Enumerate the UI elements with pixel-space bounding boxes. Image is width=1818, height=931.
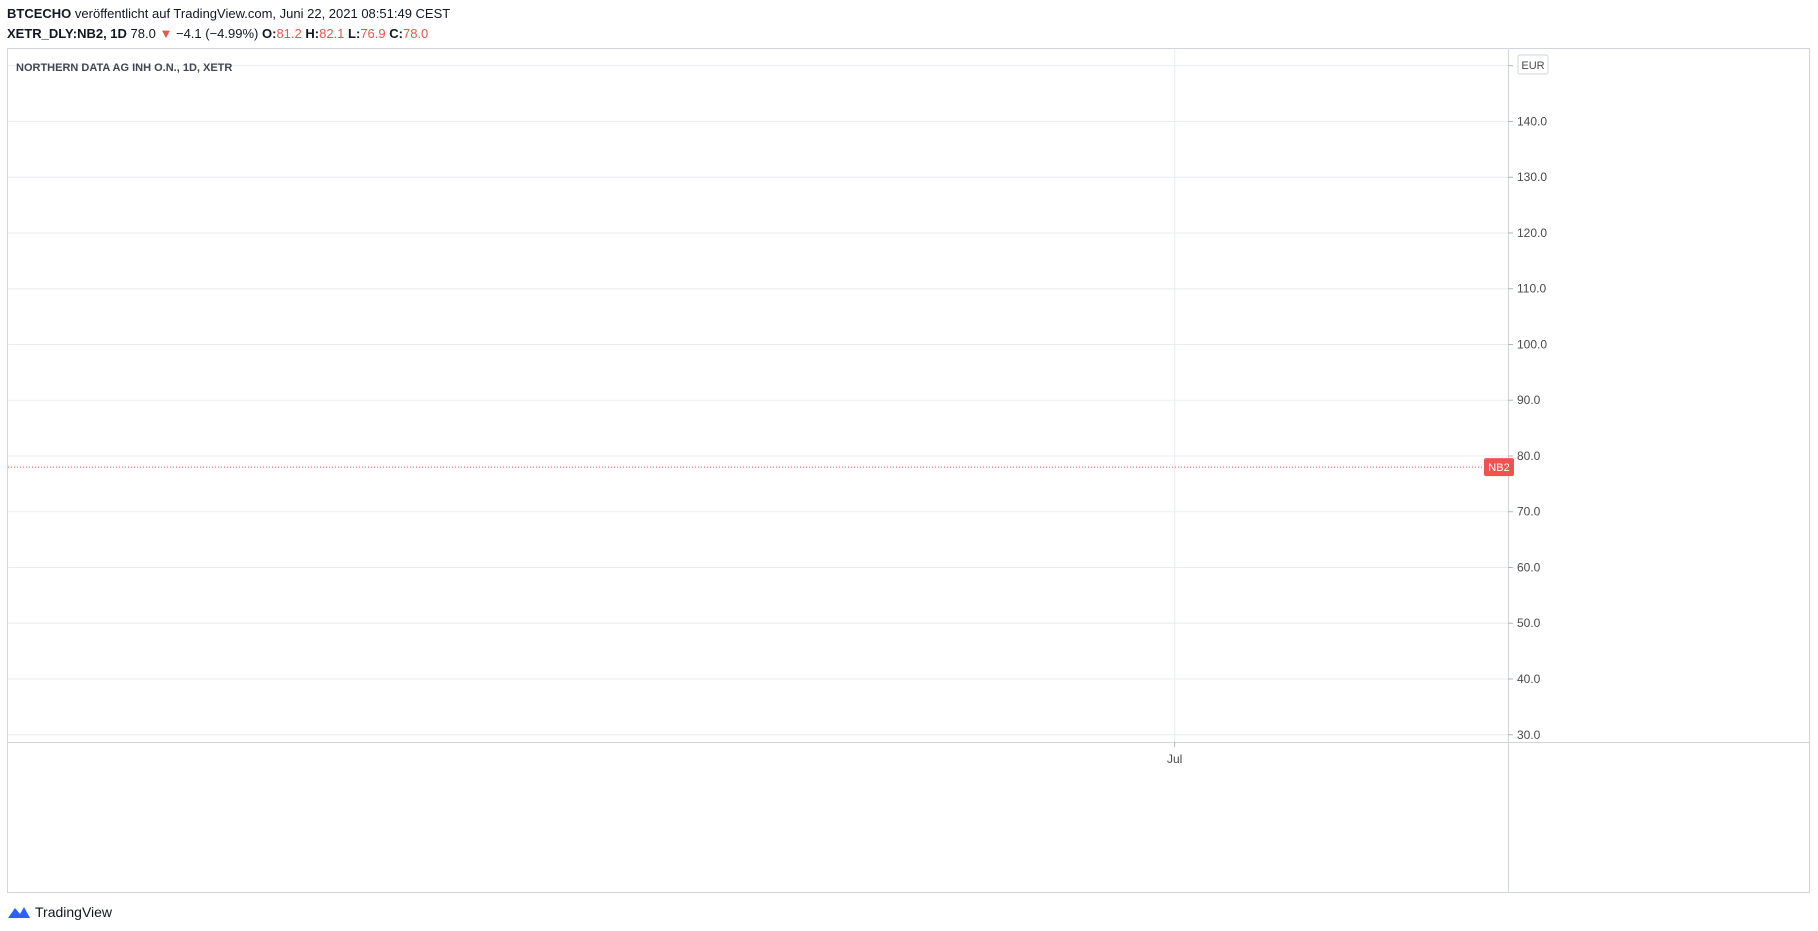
open-label: O:	[262, 26, 277, 41]
tradingview-brand: TradingView	[35, 904, 113, 920]
close-value: 78.0	[402, 26, 429, 41]
price-tick-label: 100.0	[1517, 337, 1547, 351]
price-tick-label: 140.0	[1517, 114, 1547, 128]
price-badge: NB2	[1484, 458, 1514, 477]
price-tick-label: 50.0	[1517, 616, 1541, 630]
price-chart[interactable]: NORTHERN DATA AG INH O.N., 1D, XETR 30.0…	[8, 49, 1809, 892]
currency-label: EUR	[1521, 60, 1544, 72]
last-price: 78.0	[130, 26, 156, 41]
price-axis[interactable]: 30.0 40.0 50.0 60.0 70.0 80.0 90.0 100.0 110.0 12…	[1508, 59, 1547, 742]
low-value: 76.9	[360, 26, 386, 41]
price-badge-box	[1484, 458, 1514, 477]
low-label: L:	[348, 26, 361, 41]
change-value: −4.1 (−4.99%)	[175, 26, 259, 41]
chart-title: NORTHERN DATA AG INH O.N., 1D, XETR	[16, 62, 232, 74]
price-tick-label: 90.0	[1517, 393, 1541, 407]
published-text: veröffentlicht auf TradingView.com, Juni…	[74, 6, 451, 21]
price-badge-label: NB2	[1488, 462, 1509, 474]
price-tick-label: 60.0	[1517, 560, 1541, 574]
price-tick-label: 70.0	[1517, 505, 1541, 519]
tradingview-logo-icon	[8, 907, 30, 918]
time-tick-label: Jul	[1167, 752, 1182, 766]
symbol-line: XETR_DLY:NB2, 1D	[7, 26, 127, 41]
time-axis[interactable]: JulAugSepOktNovDez2021FebMrzAprMaiJunJul	[8, 742, 1182, 766]
close-label: C:	[389, 26, 403, 41]
ohlc-legend: XETR_DLY:NB2, 1D 78.0 ▼ −4.1 (−4.99%) O:…	[7, 26, 428, 41]
open-value: 81.2	[276, 26, 302, 41]
price-tick-label: 120.0	[1517, 226, 1547, 240]
price-tick-label: 80.0	[1517, 449, 1541, 463]
high-label: H:	[305, 26, 320, 41]
price-tick-label: 30.0	[1517, 728, 1541, 742]
chart-frame[interactable]: NORTHERN DATA AG INH O.N., 1D, XETR 30.0…	[7, 48, 1810, 893]
high-value: 82.1	[319, 26, 345, 41]
publisher-name: BTCECHO	[7, 6, 72, 21]
currency-box[interactable]: EUR	[1517, 54, 1549, 75]
price-tick-label: 110.0	[1517, 282, 1546, 296]
price-tick-label: 130.0	[1517, 170, 1547, 184]
currency-box-frame	[1517, 54, 1549, 75]
tradingview-footer[interactable]: TradingView	[7, 900, 112, 924]
grid-lines	[8, 49, 1508, 742]
publish-info: BTCECHO veröffentlicht auf TradingView.c…	[7, 6, 450, 21]
down-arrow-icon: ▼	[159, 26, 173, 41]
price-tick-label: 40.0	[1517, 672, 1541, 686]
